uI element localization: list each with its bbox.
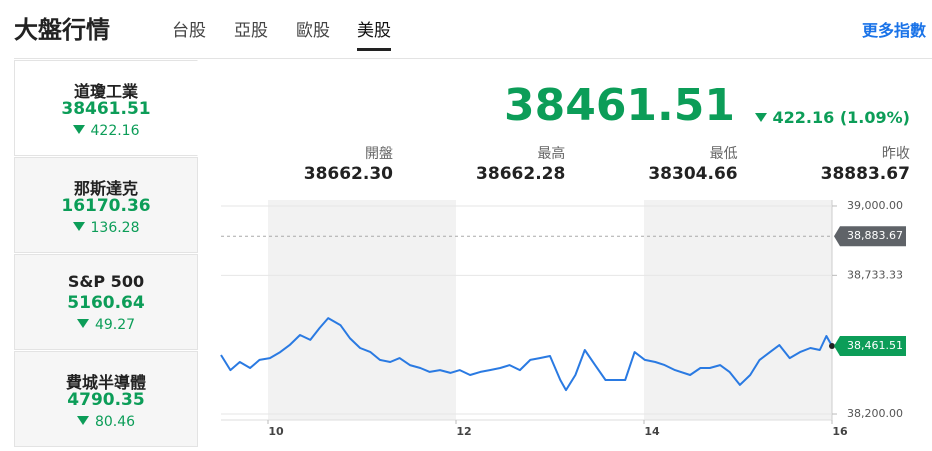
stat-value: 38883.67 (820, 164, 910, 184)
down-arrow (76, 319, 89, 328)
index-value: 38461.51 (61, 99, 151, 119)
prev-close-tag (834, 226, 906, 247)
y-tick-label: 39,000.00 (847, 199, 903, 212)
tab-active[interactable]: 美股 (357, 16, 391, 51)
down-arrow (76, 416, 89, 425)
index-change: 136.28 (15, 220, 197, 236)
down-arrow (72, 125, 85, 134)
index-name: 費城半導體 (65, 373, 146, 392)
quote-change: 422.16 (1.09%) (754, 108, 910, 127)
y-tick-label: 38,200.00 (847, 407, 903, 420)
change-pct: (1.09%) (839, 108, 910, 127)
page-title: 大盤行情 (14, 16, 110, 44)
stat-label: 最低 (709, 146, 738, 162)
index-item[interactable]: 費城半導體 4790.35 80.46 (14, 351, 198, 447)
stat-label: 開盤 (365, 146, 393, 162)
price-line (220, 317, 833, 392)
stat-value: 38662.30 (303, 164, 393, 184)
index-change-value: 136.28 (90, 220, 140, 236)
quote-value: 38461.51 (503, 80, 735, 131)
y-tick-label: 38,733.33 (847, 268, 903, 281)
index-value: 5160.64 (67, 293, 145, 313)
index-name: 道瓊工業 (73, 82, 138, 101)
index-change-value: 49.27 (94, 317, 136, 333)
index-item[interactable]: 道瓊工業 38461.51 422.16 (14, 60, 198, 156)
index-item[interactable]: S&P 500 5160.64 49.27 (14, 254, 198, 350)
x-tick-label: 14 (644, 425, 660, 438)
last-point (829, 343, 835, 350)
down-arrow (72, 222, 85, 231)
tab[interactable]: 亞股 (234, 21, 268, 41)
index-change-value: 80.46 (94, 414, 136, 430)
tab[interactable]: 台股 (172, 21, 206, 41)
change: 422.16 (772, 108, 835, 127)
chart: 39,000.00 38,733.33 38,200.00 10 12 14 16 38,88… (220, 199, 906, 438)
index-change-value: 422.16 (90, 123, 140, 139)
stat-value: 38662.28 (476, 164, 566, 184)
last-label: 38,461.51 (847, 339, 903, 352)
prev-close-label: 38,883.67 (847, 229, 903, 242)
down-arrow (754, 113, 767, 122)
stat-value: 38304.66 (648, 164, 738, 184)
shaded-band (644, 200, 832, 420)
stat-label: 最高 (537, 146, 566, 162)
x-tick-label: 12 (456, 425, 471, 438)
index-change: 422.16 (15, 123, 197, 139)
last-tag (834, 336, 906, 357)
divider (14, 58, 932, 59)
index-change: 49.27 (15, 317, 197, 333)
stat-label: 昨收 (881, 146, 910, 162)
index-value: 4790.35 (67, 390, 145, 410)
x-tick-label: 10 (268, 425, 284, 438)
x-tick-label: 16 (832, 425, 848, 438)
index-item[interactable]: 那斯達克 16170.36 136.28 (14, 157, 198, 253)
index-value: 16170.36 (61, 196, 151, 216)
index-change: 80.46 (15, 414, 197, 430)
tab[interactable]: 歐股 (296, 21, 330, 41)
more-link[interactable]: 更多指數 (862, 21, 927, 40)
shaded-band (268, 200, 456, 420)
index-name: S&P 500 (67, 272, 145, 291)
index-name: 那斯達克 (73, 179, 138, 198)
